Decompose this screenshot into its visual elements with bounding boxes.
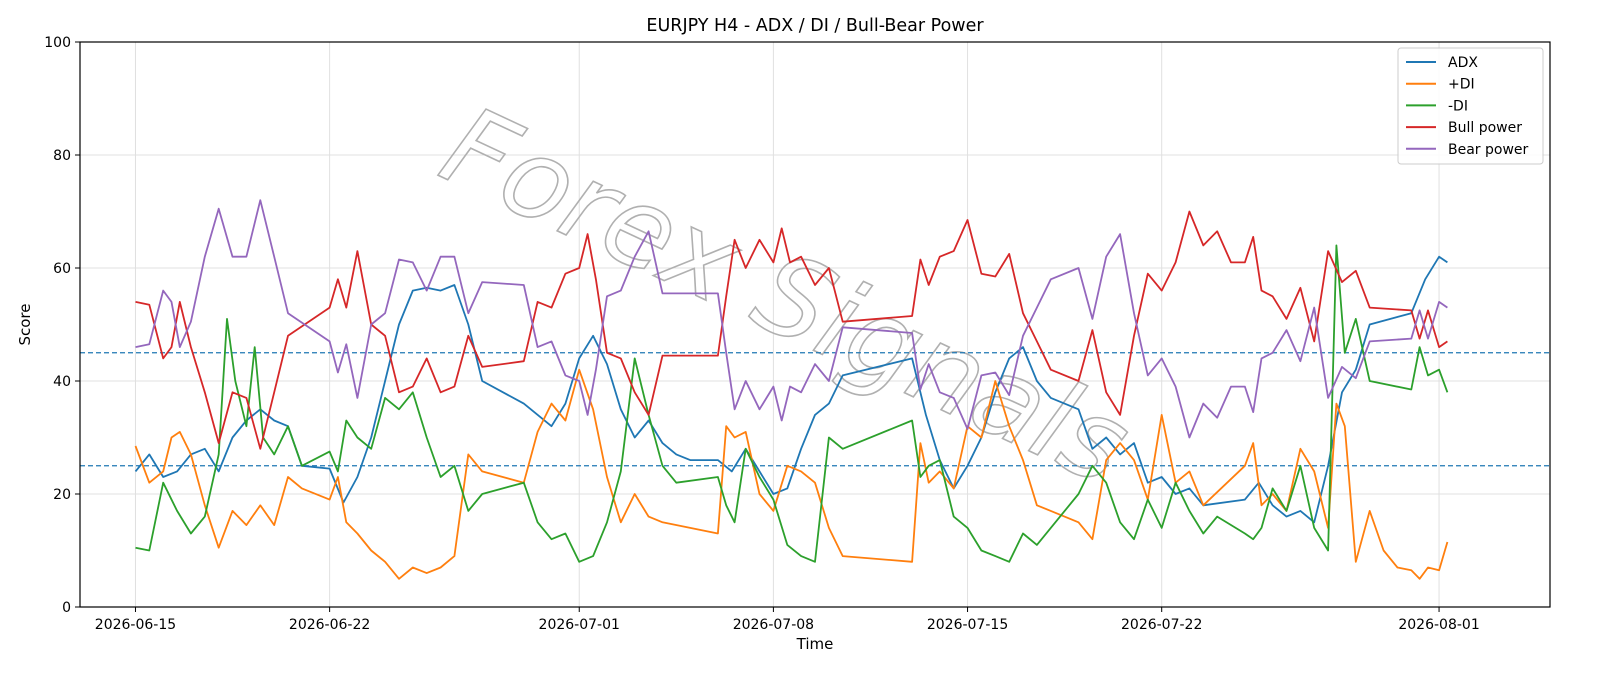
y-axis-label: Score: [16, 303, 34, 345]
x-tick-label: 2026-08-01: [1398, 617, 1479, 633]
reference-lines: [80, 352, 1550, 467]
x-tick-label: 2026-07-01: [539, 617, 620, 633]
y-tick-label: 0: [62, 600, 71, 616]
x-tick-label: 2026-07-15: [927, 617, 1008, 633]
series-line-di: [134, 368, 1449, 580]
y-tick-label: 100: [44, 35, 71, 51]
y-tick-label: 80: [53, 148, 71, 164]
legend-label-adx: ADX: [1448, 55, 1478, 71]
series-line-adx: [134, 255, 1448, 524]
legend-box: [1397, 47, 1544, 165]
x-tick-label: 2026-07-22: [1121, 617, 1202, 633]
legend-label-di: -DI: [1448, 98, 1468, 114]
legend-label-bear-power: Bear power: [1448, 142, 1529, 158]
x-tick-label: 2026-06-22: [289, 617, 370, 633]
y-tick-label: 40: [53, 374, 71, 390]
x-axis-label: Time: [796, 635, 834, 653]
y-tick-label: 60: [53, 261, 71, 277]
watermark: Forex Signals: [423, 81, 1148, 511]
legend-label-di: +DI: [1448, 77, 1475, 93]
plot-frame: [79, 41, 1551, 608]
legend: ADX +DI -DI Bull power Bear power: [1397, 47, 1544, 165]
watermark-text: Forex Signals: [424, 81, 1148, 509]
chart-title: EURJPY H4 - ADX / DI / Bull-Bear Power: [646, 16, 984, 36]
series-line-di: [135, 244, 1449, 563]
series-line-bear-power: [135, 199, 1448, 439]
axes: 0 20 40 60 80 100 2026-06-15 2026-06-22 2026-07-…: [44, 35, 1479, 633]
series-lines: [134, 199, 1449, 580]
series-line-bull-power: [135, 210, 1448, 450]
x-tick-label: 2026-07-08: [733, 617, 814, 633]
legend-label-bull-power: Bull power: [1448, 120, 1522, 136]
y-tick-label: 20: [53, 487, 71, 503]
x-tick-label: 2026-06-15: [95, 617, 176, 633]
